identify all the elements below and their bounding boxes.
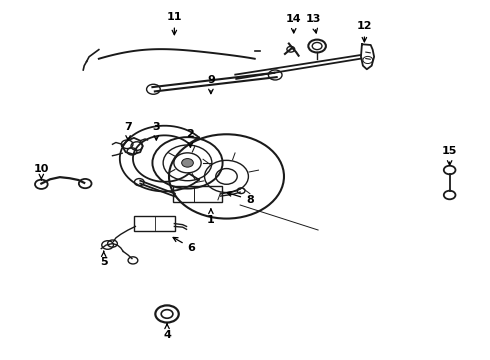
Text: 5: 5 [100, 251, 107, 267]
Text: 7: 7 [124, 122, 132, 140]
Text: 13: 13 [306, 14, 321, 33]
Text: 4: 4 [163, 324, 171, 341]
Text: 10: 10 [34, 164, 49, 180]
Text: 11: 11 [167, 13, 182, 35]
Text: 2: 2 [187, 129, 195, 147]
Text: 3: 3 [152, 122, 160, 140]
Text: 8: 8 [227, 192, 254, 204]
Text: 14: 14 [286, 14, 301, 33]
Text: 12: 12 [357, 21, 372, 42]
Circle shape [182, 158, 194, 167]
Text: 6: 6 [173, 238, 196, 253]
Text: 9: 9 [207, 75, 215, 94]
Text: 15: 15 [442, 147, 457, 165]
Text: 1: 1 [207, 209, 215, 225]
